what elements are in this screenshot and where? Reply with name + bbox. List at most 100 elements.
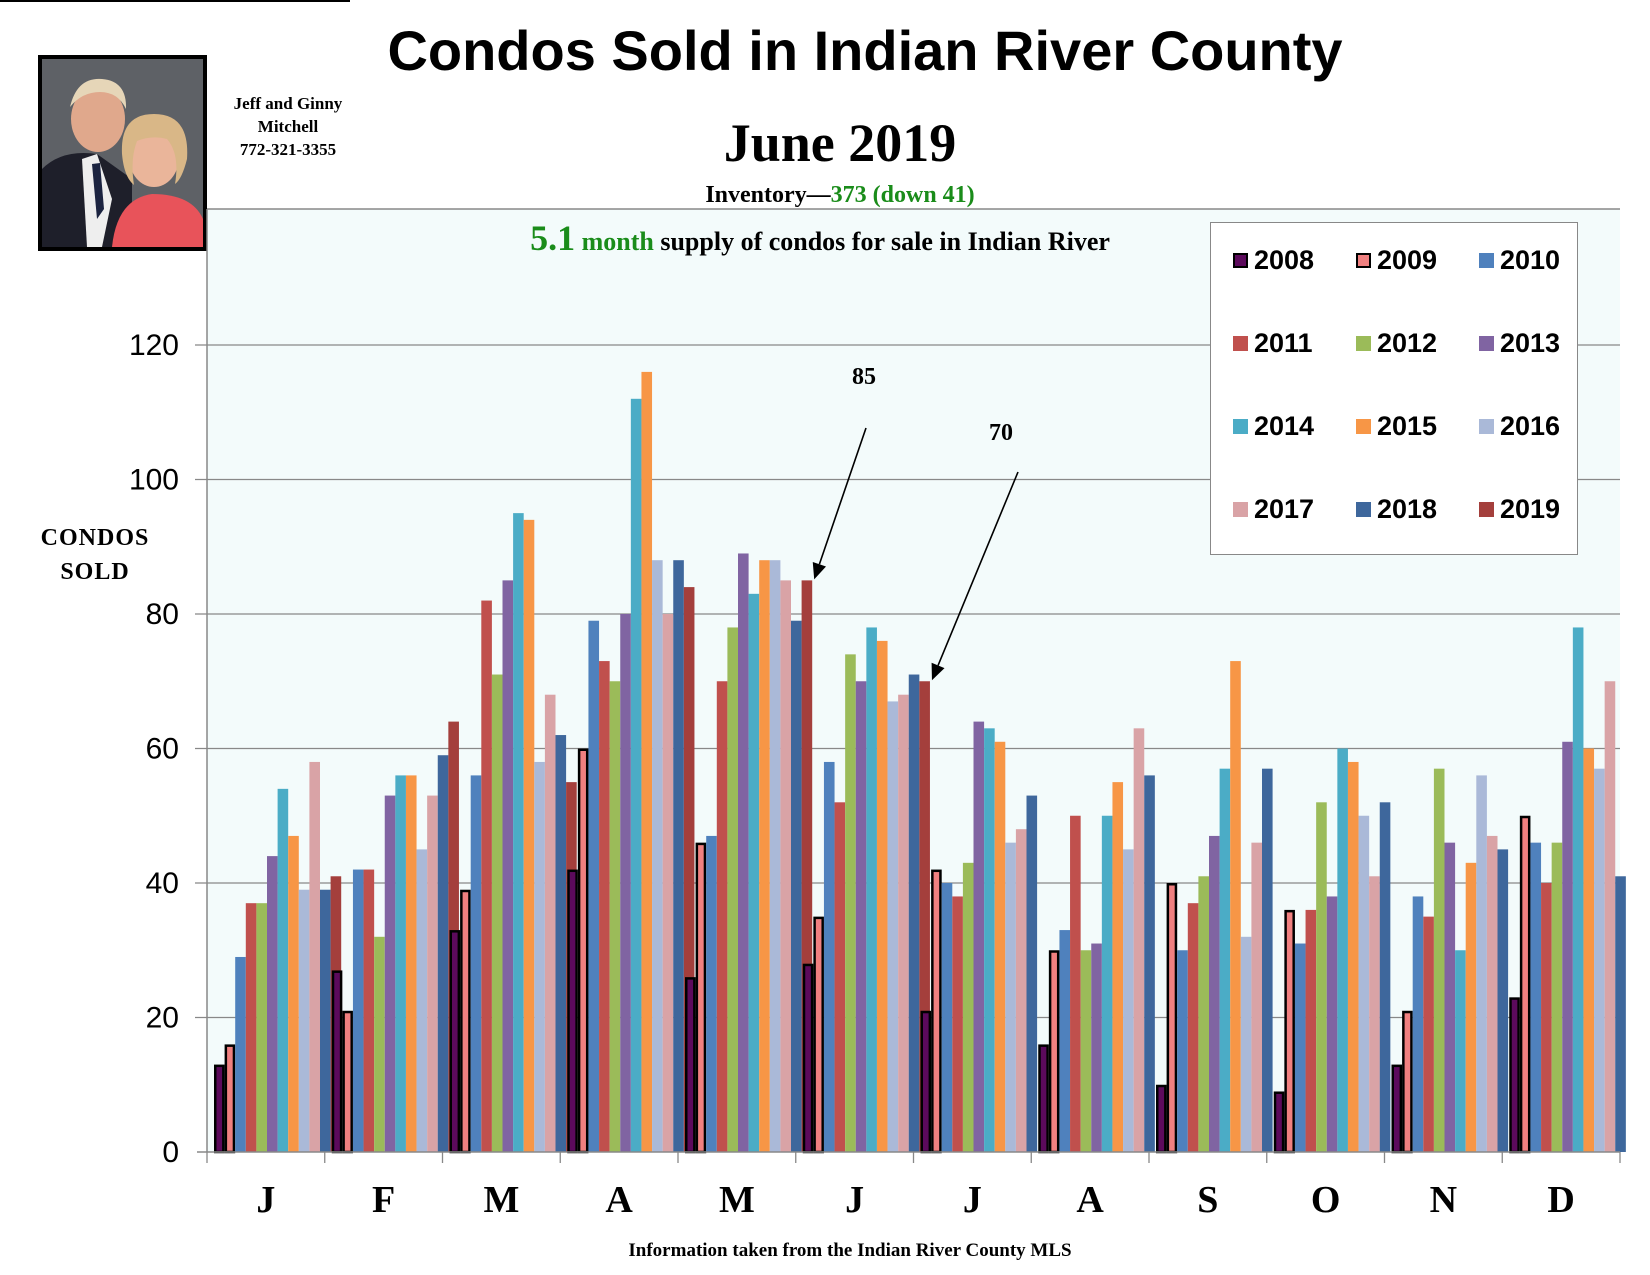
legend-label: 2008 bbox=[1254, 245, 1315, 275]
bar-2008-3 bbox=[567, 869, 578, 1154]
bar-2014-5 bbox=[866, 627, 877, 1152]
supply-line: 5.1 month supply of condos for sale in I… bbox=[420, 217, 1220, 259]
bar-2012-9 bbox=[1316, 802, 1327, 1152]
legend-swatch bbox=[1479, 336, 1494, 351]
bar-2016-1 bbox=[416, 849, 428, 1152]
bar-2017-10 bbox=[1486, 835, 1498, 1152]
bar-2009-6 bbox=[931, 869, 942, 1154]
y-tick-label: 120 bbox=[129, 329, 179, 362]
bar-2012-4 bbox=[727, 627, 738, 1152]
bar-2016-0 bbox=[298, 889, 310, 1152]
bar-2010-0 bbox=[235, 956, 246, 1152]
x-tick-label: J bbox=[963, 1179, 982, 1221]
agent-names: Jeff and Ginny bbox=[233, 94, 343, 113]
x-tick-label: A bbox=[605, 1179, 633, 1221]
x-tick-label: J bbox=[845, 1179, 864, 1221]
bar-2015-0 bbox=[288, 835, 299, 1152]
bar-2009-2 bbox=[460, 889, 471, 1154]
bar-2011-0 bbox=[245, 903, 257, 1152]
bar-2018-6 bbox=[1026, 795, 1038, 1152]
legend-item-2013: 2013 bbox=[1479, 328, 1560, 359]
bar-2016-9 bbox=[1358, 815, 1370, 1152]
chart-title: Condos Sold in Indian River County bbox=[387, 19, 1343, 82]
legend-swatch bbox=[1356, 336, 1371, 351]
bar-2013-7 bbox=[1091, 943, 1102, 1152]
bar-2009-9 bbox=[1284, 909, 1295, 1154]
x-tick-label: M bbox=[719, 1179, 755, 1221]
bar-2013-3 bbox=[620, 614, 631, 1152]
annotation-arrows bbox=[812, 427, 1019, 681]
bar-2014-10 bbox=[1455, 950, 1466, 1152]
bar-2010-7 bbox=[1059, 930, 1071, 1152]
x-tick-label: J bbox=[256, 1179, 275, 1221]
legend-item-2018: 2018 bbox=[1356, 494, 1437, 525]
bar-2013-11 bbox=[1562, 741, 1573, 1152]
legend-item-2012: 2012 bbox=[1356, 328, 1437, 359]
bar-2014-3 bbox=[630, 398, 642, 1152]
bar-2017-1 bbox=[427, 795, 438, 1152]
agent-photo-illustration bbox=[42, 59, 203, 247]
annotation-arrow-head bbox=[812, 561, 827, 580]
bar-2008-9 bbox=[1273, 1091, 1285, 1154]
bar-2011-4 bbox=[716, 681, 728, 1152]
bar-2014-4 bbox=[748, 593, 760, 1152]
y-axis-label: CONDOS SOLD bbox=[30, 521, 160, 589]
bar-2009-0 bbox=[224, 1044, 236, 1154]
legend-swatch bbox=[1233, 419, 1248, 434]
bar-2012-8 bbox=[1198, 876, 1209, 1152]
legend-label: 2013 bbox=[1500, 328, 1561, 358]
legend-label: 2015 bbox=[1377, 411, 1438, 441]
bar-2012-2 bbox=[491, 674, 503, 1152]
bar-2010-9 bbox=[1294, 943, 1306, 1152]
bar-2011-9 bbox=[1305, 909, 1317, 1152]
bar-2008-8 bbox=[1156, 1084, 1167, 1154]
bar-2015-6 bbox=[994, 741, 1006, 1152]
bar-2017-4 bbox=[780, 580, 791, 1152]
legend-item-2014: 2014 bbox=[1233, 411, 1314, 442]
bar-2019-3 bbox=[683, 587, 695, 1152]
legend-swatch bbox=[1233, 502, 1248, 517]
legend-swatch bbox=[1356, 253, 1371, 268]
bar-2017-11 bbox=[1604, 681, 1616, 1152]
supply-text: supply of condos for sale in Indian Rive… bbox=[653, 227, 1110, 256]
bar-2011-8 bbox=[1187, 903, 1199, 1152]
annotation-label-june-2019: 70 bbox=[989, 420, 1013, 446]
annotation-arrow-head bbox=[931, 662, 945, 681]
legend-item-2010: 2010 bbox=[1479, 245, 1560, 276]
bar-2012-3 bbox=[609, 681, 621, 1152]
bar-2015-11 bbox=[1583, 748, 1595, 1152]
legend-swatch bbox=[1356, 502, 1371, 517]
supply-number: 5.1 bbox=[530, 218, 576, 258]
agent-phone: 772-321-3355 bbox=[239, 140, 337, 159]
bar-2010-3 bbox=[588, 620, 600, 1152]
bar-2009-1 bbox=[342, 1010, 353, 1154]
bar-2008-2 bbox=[449, 930, 461, 1154]
x-tick-label: F bbox=[372, 1179, 395, 1221]
x-tick-label: O bbox=[1311, 1179, 1341, 1221]
agent-surname: Mitchell bbox=[257, 117, 319, 136]
y-tick-label: 60 bbox=[146, 733, 179, 766]
bar-2012-1 bbox=[374, 936, 385, 1152]
bar-2012-7 bbox=[1080, 950, 1092, 1152]
bar-2010-8 bbox=[1177, 950, 1188, 1152]
legend-swatch bbox=[1356, 419, 1371, 434]
bar-2018-3 bbox=[673, 560, 684, 1152]
legend-swatch bbox=[1233, 336, 1248, 351]
bar-2016-10 bbox=[1476, 775, 1487, 1152]
bar-2014-1 bbox=[395, 775, 406, 1152]
legend-swatch bbox=[1479, 253, 1494, 268]
source-caption: Information taken from the Indian River … bbox=[628, 1240, 1072, 1261]
bar-2008-1 bbox=[331, 970, 343, 1154]
bar-2013-8 bbox=[1209, 835, 1220, 1152]
bar-2016-4 bbox=[769, 560, 781, 1152]
bar-2014-7 bbox=[1101, 815, 1113, 1152]
legend-item-2011: 2011 bbox=[1233, 328, 1313, 359]
bar-2015-7 bbox=[1112, 782, 1124, 1152]
bar-2009-4 bbox=[695, 842, 707, 1154]
bar-2018-2 bbox=[555, 735, 567, 1152]
legend-swatch bbox=[1233, 253, 1248, 268]
bar-2018-8 bbox=[1262, 768, 1273, 1152]
bar-2016-5 bbox=[887, 701, 899, 1152]
